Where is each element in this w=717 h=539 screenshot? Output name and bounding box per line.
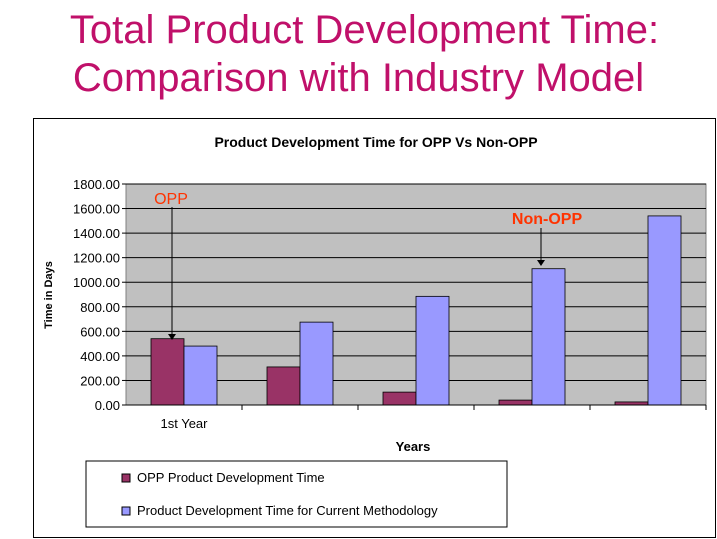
- y-tick-label: 800.00: [80, 300, 120, 315]
- bar-opp: [266, 366, 301, 406]
- bar-opp: [382, 391, 417, 406]
- chart-frame: [33, 118, 716, 538]
- bar-opp: [498, 399, 533, 406]
- y-tick-label: 1200.00: [73, 251, 120, 266]
- legend-swatch-current: [121, 506, 131, 516]
- bar-current: [531, 268, 566, 406]
- annotation-opp: OPP: [154, 191, 188, 208]
- y-tick-label: 1400.00: [73, 226, 120, 241]
- y-tick-label: 1000.00: [73, 275, 120, 290]
- legend: [85, 460, 508, 528]
- y-tick-label: 400.00: [80, 349, 120, 364]
- y-tick-label: 0.00: [95, 398, 120, 413]
- bar-current: [183, 345, 218, 406]
- slide-title-line2: Comparison with Industry Model: [72, 56, 645, 100]
- slide-title-line1: Total Product Development Time:: [69, 8, 660, 52]
- y-tick-label: 600.00: [80, 324, 120, 339]
- y-tick-label: 200.00: [80, 373, 120, 388]
- bar-current: [299, 321, 334, 406]
- annotation-opp-arrowhead: [168, 334, 176, 340]
- bar-current: [647, 215, 682, 406]
- bar-current: [415, 295, 450, 406]
- x-axis-label: Years: [396, 439, 431, 454]
- y-tick-label: 1600.00: [73, 202, 120, 217]
- legend-label-opp: OPP Product Development Time: [137, 470, 325, 485]
- legend-label-current: Product Development Time for Current Met…: [137, 503, 438, 518]
- annotation-non-opp-arrowhead: [537, 260, 545, 266]
- bar-opp: [150, 338, 185, 406]
- legend-swatch-opp: [121, 473, 131, 483]
- x-tick-label: 1st Year: [161, 416, 209, 431]
- y-tick-label: 1800.00: [73, 177, 120, 192]
- annotation-non-opp: Non-OPP: [512, 211, 583, 228]
- y-axis-label: Time in Days: [43, 261, 55, 329]
- chart-title: Product Development Time for OPP Vs Non-…: [214, 134, 537, 150]
